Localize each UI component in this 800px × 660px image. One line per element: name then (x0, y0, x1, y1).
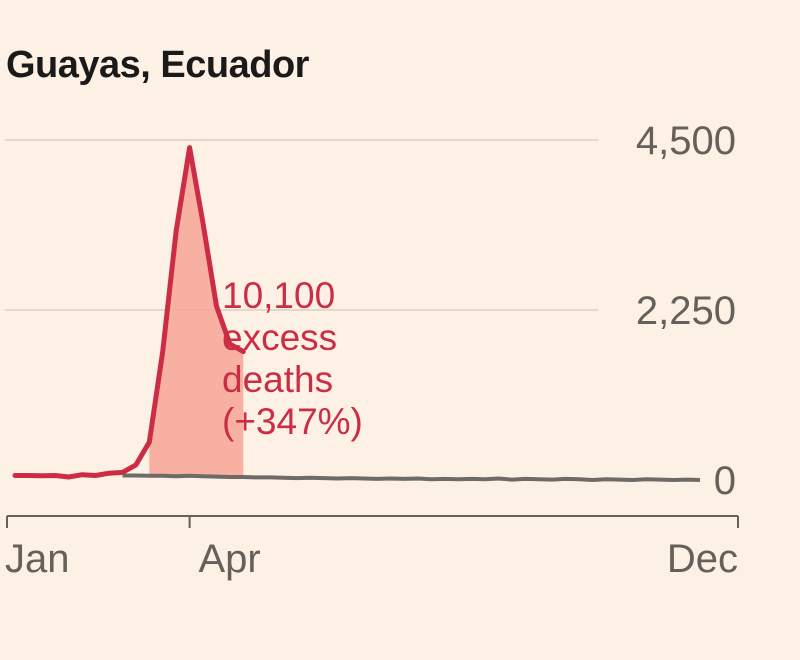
annotation-line: excess (222, 317, 337, 358)
y-tick-label: 0 (714, 459, 736, 503)
annotation-line: (+347%) (222, 401, 363, 442)
y-tick-label: 4,500 (636, 119, 736, 163)
annotation-line: deaths (222, 359, 333, 400)
observed-deaths-line (12, 145, 246, 480)
chart-title: Guayas, Ecuador (6, 44, 309, 86)
annotation-line: 10,100 (222, 275, 335, 316)
y-tick-label: 2,250 (636, 289, 736, 333)
excess-deaths-area (149, 147, 244, 477)
x-tick-label: Dec (667, 537, 738, 581)
expected-deaths-line (122, 473, 701, 482)
x-tick-label: Jan (5, 537, 70, 581)
x-tick-label: Apr (198, 537, 260, 581)
